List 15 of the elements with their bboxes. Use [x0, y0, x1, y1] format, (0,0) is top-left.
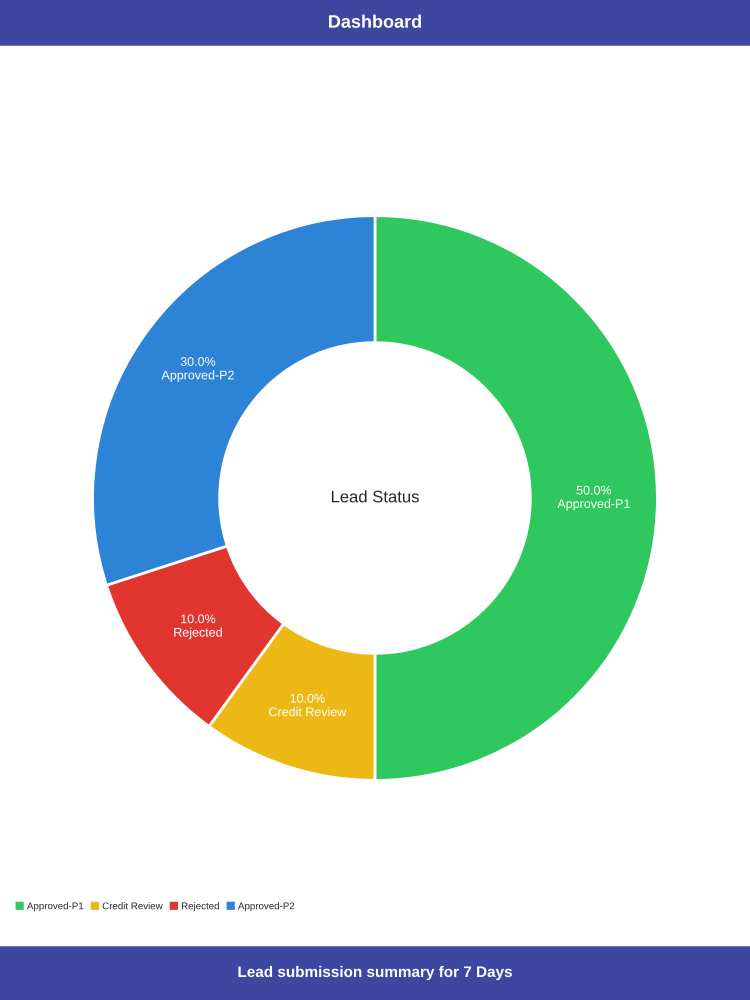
- legend-label: Credit Review: [102, 902, 163, 910]
- data-label: 30.0%: [180, 357, 216, 366]
- data-label: 10.0%: [181, 614, 216, 624]
- legend-label: Rejected: [182, 902, 219, 912]
- slice-label: Credit Review: [269, 707, 346, 716]
- data-label: 10.0%: [290, 694, 325, 703]
- text: Lead Status: [332, 490, 419, 502]
- slice-label: Approved-P2: [161, 370, 234, 382]
- legend-label: Approved-P1: [26, 902, 84, 912]
- legend-label: Approved-P2: [238, 902, 294, 912]
- text: Lead submission summary for 7 Days: [238, 966, 512, 980]
- slice-label: Approved-P1: [557, 498, 630, 511]
- data-label: 50.0%: [576, 486, 612, 495]
- chart-title: Dashboard: [329, 14, 421, 28]
- slice-label: Rejected: [174, 628, 222, 640]
